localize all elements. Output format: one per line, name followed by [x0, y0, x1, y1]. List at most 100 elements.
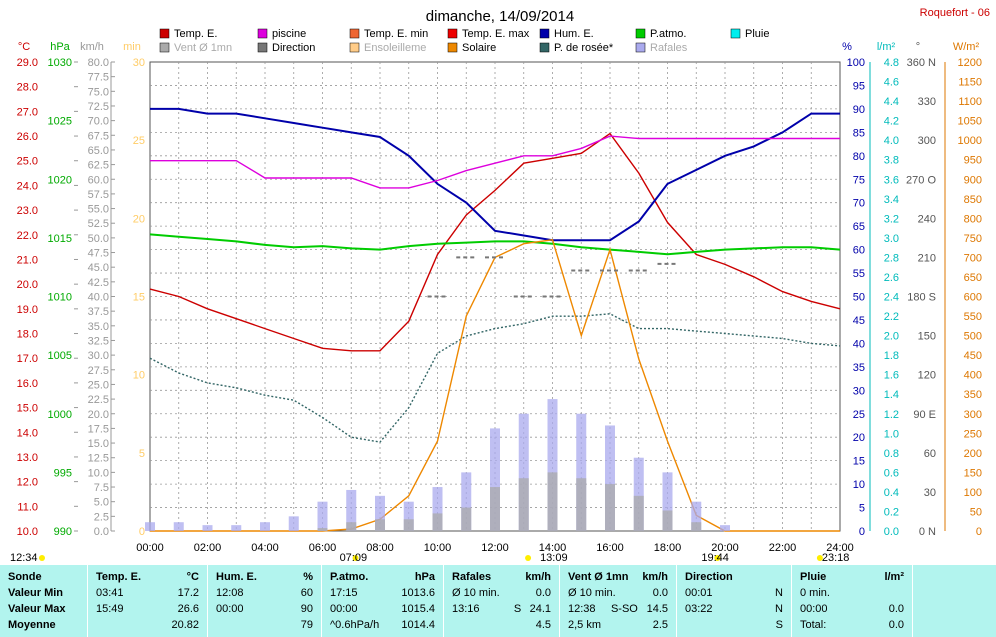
- table-row: Valeur Min: [0, 585, 87, 601]
- table-cell: 60: [300, 587, 313, 599]
- series-bar-rafales: [202, 525, 213, 531]
- axis-tick-label-temp: 12.0: [17, 477, 38, 489]
- axis-unit-humidity: %: [842, 41, 852, 53]
- time-tick-label: 08:00: [366, 542, 394, 554]
- axis-tick-label-direction: 330: [918, 96, 936, 108]
- table-cell: N: [775, 603, 783, 615]
- axis-tick-label-solar: 1150: [958, 77, 982, 89]
- axis-tick-label-minutes: 15: [133, 292, 145, 304]
- axis-tick-label-solar: 550: [964, 311, 982, 323]
- axis-tick-label-wind: 35.0: [88, 321, 109, 333]
- axis-tick-label-solar: 1000: [958, 135, 982, 147]
- table-cell: 0.0: [888, 619, 904, 631]
- table-cell: Ø 10 min.: [452, 587, 500, 599]
- marker-dot-moonrise: [39, 555, 45, 561]
- time-tick-label: 10:00: [424, 542, 452, 554]
- series-line-p-de-ros-e: [149, 313, 841, 443]
- series-bar-rafales: [317, 501, 328, 531]
- axis-tick-label-temp: 23.0: [17, 205, 38, 217]
- series-bar-rafales: [547, 399, 558, 531]
- table-cell: 14.5: [646, 603, 668, 615]
- series-bar-vent-1mn: [691, 522, 702, 531]
- axis-tick-label-wind: 12.5: [88, 453, 109, 465]
- axis-tick-label-wind: 72.5: [88, 101, 109, 113]
- table-cell: 1014.4: [401, 619, 435, 631]
- axis-tick-label-rain: 3.6: [884, 174, 899, 186]
- axis-tick-label-temp: 24.0: [17, 180, 38, 192]
- axis-tick-label-wind: 57.5: [88, 189, 109, 201]
- time-tick-label: 06:00: [309, 542, 337, 554]
- axis-tick-label-rain: 3.4: [884, 194, 899, 206]
- axis-tick-label-temp: 16.0: [17, 378, 38, 390]
- table-cell: 20.82: [171, 619, 199, 631]
- axis-tick-label-rain: 0.8: [884, 448, 899, 460]
- axis-tick-label-direction: 210: [918, 252, 936, 264]
- axis-tick-label-humidity: 30: [853, 385, 865, 397]
- series-line-hum-e: [150, 107, 840, 242]
- axis-tick-label-rain: 3.0: [884, 233, 899, 245]
- legend-swatch: [159, 28, 170, 39]
- axis-tick-label-wind: 30.0: [88, 350, 109, 362]
- axis-tick-label-direction: 360 N: [907, 57, 936, 69]
- table-row: S: [677, 617, 791, 633]
- table-cell: °C: [186, 571, 199, 583]
- axis-tick-label-rain: 0.6: [884, 467, 899, 479]
- table-cell: 0.0: [652, 587, 668, 599]
- axis-tick-label-rain: 1.8: [884, 350, 899, 362]
- table-row: ^0.6hPa/h 1014.4: [322, 617, 443, 633]
- legend-label: piscine: [272, 28, 306, 40]
- axis-tick-label-solar: 700: [964, 252, 982, 264]
- table-cell: 4.5: [535, 619, 551, 631]
- table-header-row: P.atmo. hPa: [322, 569, 443, 585]
- axis-tick-label-solar: 50: [970, 506, 982, 518]
- time-tick-label: 04:00: [251, 542, 279, 554]
- axis-tick-label-pressure: 1020: [48, 174, 72, 186]
- marker-label-sunrise: 07:09: [340, 552, 368, 564]
- table-row: 03:22 N: [677, 601, 791, 617]
- series-bar-rafales: [518, 413, 529, 531]
- table-header-row: Direction: [677, 569, 791, 585]
- axis-tick-label-humidity: 75: [853, 174, 865, 186]
- legend-label: Temp. E. min: [364, 28, 428, 40]
- time-tick-label: 24:00: [826, 542, 854, 554]
- axis-tick-label-humidity: 25: [853, 409, 865, 421]
- axis-tick-label-wind: 40.0: [88, 292, 109, 304]
- axis-tick-label-rain: 2.4: [884, 292, 899, 304]
- table-cell: Vent Ø 1mn: [568, 571, 629, 583]
- time-tick-label: 00:00: [136, 542, 164, 554]
- axis-tick-label-temp: 27.0: [17, 106, 38, 118]
- axis-tick-label-pressure: 1030: [48, 57, 72, 69]
- axis-tick-label-humidity: 5: [859, 503, 865, 515]
- axis-tick-label-solar: 950: [964, 155, 982, 167]
- series-bar-vent-1mn: [662, 510, 673, 531]
- table-cell: 26.6: [177, 603, 199, 615]
- axis-unit-pressure: hPa: [50, 41, 70, 53]
- weather-chart: dimanche, 14/09/2014 Roquefort - 06 Temp…: [10, 7, 990, 564]
- axis-tick-label-solar: 1050: [958, 116, 982, 128]
- table-cell: 17:15: [330, 587, 358, 599]
- axis-tick-label-direction: 180 S: [907, 292, 936, 304]
- axis-tick-label-humidity: 15: [853, 456, 865, 468]
- axis-tick-label-pressure: 995: [54, 467, 72, 479]
- series-bar-rafales: [490, 428, 500, 531]
- axis-tick-label-humidity: 40: [853, 338, 865, 350]
- legend-label: Vent Ø 1mn: [174, 42, 232, 54]
- axis-tick-label-solar: 1100: [958, 96, 982, 108]
- table-row: 15:49 26.6: [88, 601, 207, 617]
- table-cell: 00:00: [800, 603, 828, 615]
- axis-tick-label-wind: 65.0: [88, 145, 109, 157]
- axis-tick-label-pressure: 990: [54, 526, 72, 538]
- series-bar-rafales: [260, 522, 270, 531]
- axis-unit-temp: °C: [18, 41, 30, 53]
- table-cell: 15:49: [96, 603, 124, 615]
- table-cell: Total:: [800, 619, 827, 631]
- table-column: Direction 00:01 N 03:22 N S: [677, 565, 792, 637]
- series-bar-vent-1mn: [518, 478, 529, 531]
- axis-tick-label-humidity: 50: [853, 292, 865, 304]
- series-bar-rafales: [633, 457, 644, 531]
- axes: 29.0 28.0 27.0 26.0 25.0 24.0 23.0 22.0 21.0 20.0…: [17, 41, 982, 554]
- legend-swatch: [349, 28, 360, 39]
- table-column: Temp. E. °C 03:41 17.2 15:49 26.6 20.82: [88, 565, 208, 637]
- time-tick-label: 22:00: [769, 542, 797, 554]
- axis-tick-label-solar: 750: [964, 233, 982, 245]
